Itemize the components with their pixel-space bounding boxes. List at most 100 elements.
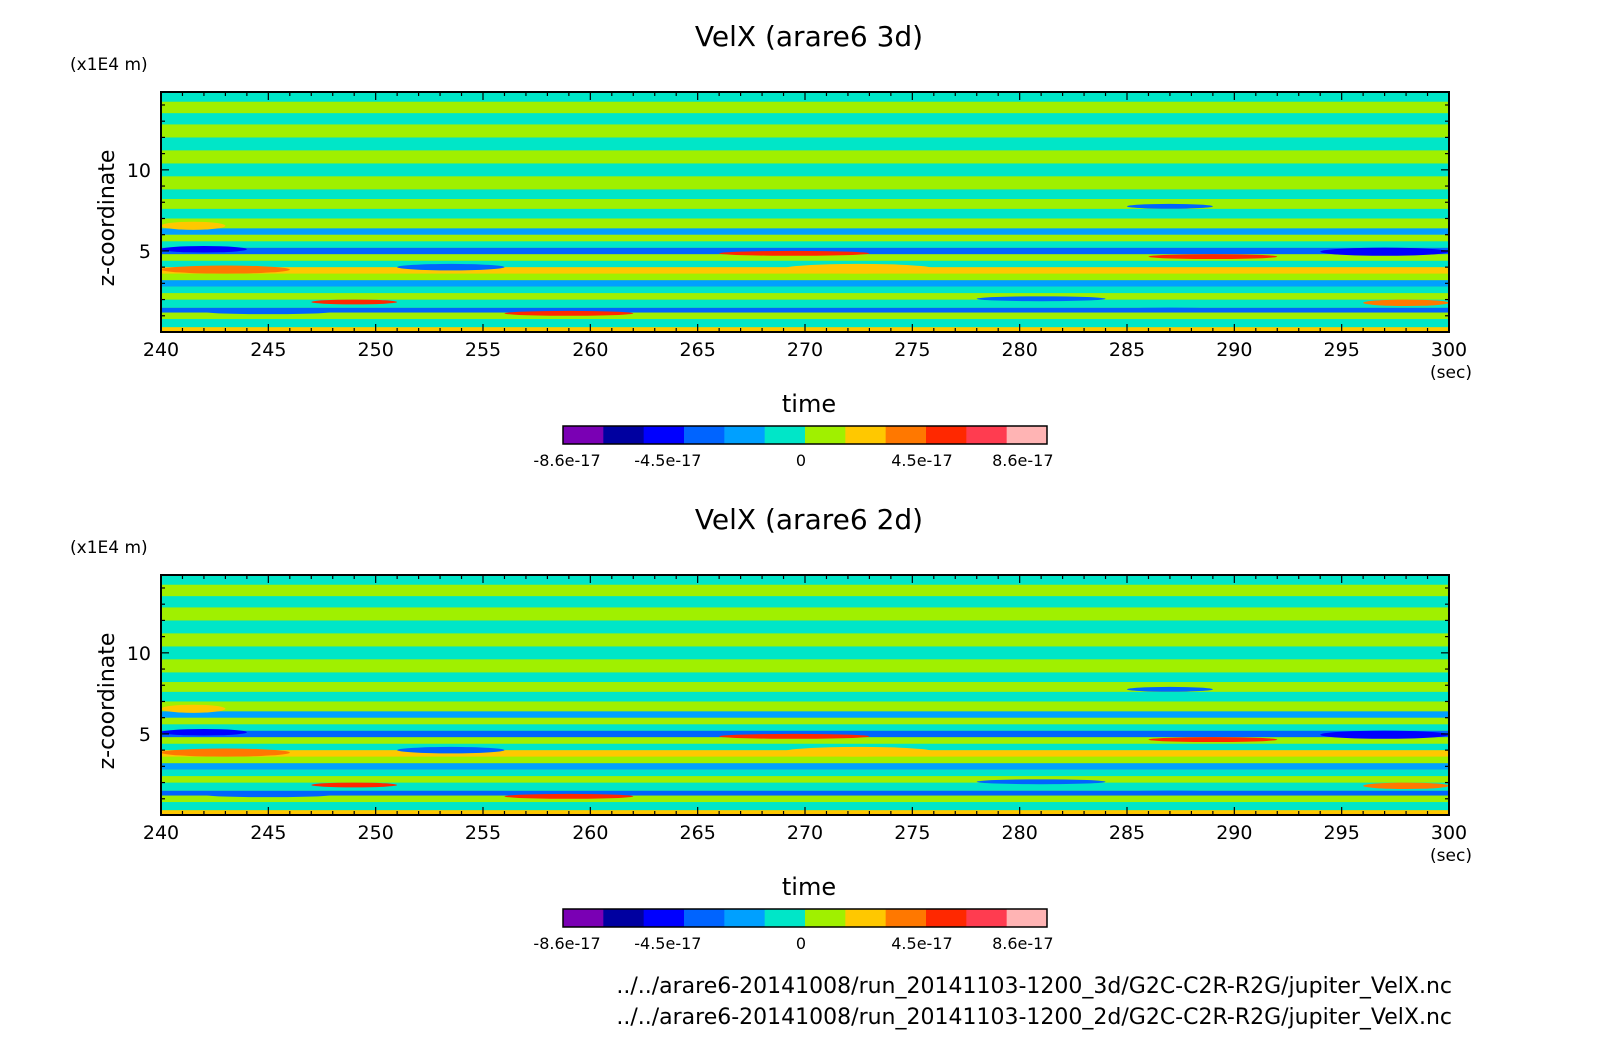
- heatmap-feature: [1148, 737, 1278, 743]
- heatmap-band: [161, 691, 1449, 702]
- heatmap-feature: [161, 221, 226, 230]
- chart-title: VelX (arare6 2d): [695, 503, 923, 536]
- heatmap-feature: [783, 746, 934, 757]
- heatmap-band: [161, 672, 1449, 683]
- colorbar-swatch: [643, 909, 685, 927]
- colorbar-swatch: [563, 426, 604, 444]
- chart-title: VelX (arare6 3d): [695, 20, 923, 53]
- heatmap-band: [161, 286, 1449, 294]
- heatmap-band: [161, 113, 1449, 125]
- heatmap-feature: [1148, 254, 1278, 260]
- x-tick-label: 300: [1431, 339, 1467, 361]
- colorbar-label: -4.5e-17: [634, 451, 701, 470]
- x-axis: 240 245 250 255 260 265 270 275 280 285 290 295 300(…: [143, 575, 1472, 901]
- colorbar-label: 8.6e-17: [992, 451, 1053, 470]
- footer-line-1: ../../arare6-20141008/run_20141103-1200_…: [616, 974, 1452, 999]
- heatmap-band: [161, 124, 1449, 138]
- heatmap-band: [161, 584, 1449, 597]
- x-tick-label: 260: [572, 339, 608, 361]
- heatmap-band: [161, 312, 1449, 320]
- heatmap-feature: [1105, 790, 1235, 796]
- x-tick-label: 255: [465, 339, 501, 361]
- heatmap-band: [161, 163, 1449, 177]
- colorbar-swatch: [1006, 426, 1048, 444]
- colorbar-swatch: [603, 426, 645, 444]
- heatmap-feature: [203, 792, 333, 798]
- heatmap-bands: [161, 575, 1449, 815]
- colorbar-swatch: [603, 909, 645, 927]
- heatmap-feature: [397, 746, 505, 754]
- x-tick-label: 255: [465, 822, 501, 844]
- heatmap-band: [161, 607, 1449, 621]
- colorbar-swatch: [926, 426, 967, 444]
- colorbar-swatch: [885, 909, 927, 927]
- heatmap-band: [161, 247, 1449, 255]
- colorbar-swatch: [805, 426, 846, 444]
- heatmap-band: [161, 319, 1449, 328]
- heatmap-band: [161, 730, 1449, 738]
- colorbar-label: -8.6e-17: [533, 934, 600, 953]
- y-tick-label: 10: [127, 643, 151, 665]
- heatmap-feature: [783, 263, 934, 274]
- x-tick-label: 265: [680, 822, 716, 844]
- heatmap-band: [161, 776, 1449, 783]
- heatmap-band: [161, 620, 1449, 634]
- heatmap-feature: [1127, 203, 1213, 209]
- heatmap-feature: [719, 250, 870, 256]
- y-axis-label: z-coordinate: [95, 150, 120, 287]
- colorbar-swatch: [805, 909, 846, 927]
- heatmap-band: [161, 756, 1449, 764]
- x-tick-label: 280: [1002, 822, 1038, 844]
- x-tick-label: 285: [1109, 339, 1145, 361]
- x-tick-label: 240: [143, 822, 179, 844]
- heatmap-feature: [1320, 247, 1449, 256]
- heatmap-band: [161, 659, 1449, 673]
- colorbar-swatch: [684, 426, 725, 444]
- x-tick-label: 295: [1324, 822, 1360, 844]
- x-tick-label: 250: [358, 822, 394, 844]
- x-tick-label: 275: [894, 339, 930, 361]
- heatmap-band: [161, 737, 1449, 744]
- x-tick-label: 245: [250, 822, 286, 844]
- heatmap-band: [161, 701, 1449, 712]
- x-tick-label: 240: [143, 339, 179, 361]
- heatmap-feature: [161, 748, 290, 757]
- heatmap-features: [161, 203, 1449, 316]
- heatmap-band: [161, 260, 1449, 268]
- colorbar-swatch: [563, 909, 604, 927]
- x-tick-label: 300: [1431, 822, 1467, 844]
- x-tick-label: 270: [787, 339, 823, 361]
- chart-panel-2: VelX (arare6 2d)(x1E4 m)240 245 250 255 260 2…: [70, 503, 1472, 953]
- footer-line-2: ../../arare6-20141008/run_20141103-1200_…: [616, 1005, 1452, 1030]
- heatmap-feature: [311, 782, 398, 788]
- heatmap-band: [161, 682, 1449, 692]
- heatmap-bands: [161, 92, 1449, 332]
- heatmap-band: [161, 633, 1449, 647]
- x-tick-label: 295: [1324, 339, 1360, 361]
- panels: VelX (arare6 3d)(x1E4 m)240 245 250 255 260 2…: [70, 20, 1472, 953]
- heatmap-band: [161, 280, 1449, 287]
- heatmap-band: [161, 150, 1449, 164]
- colorbar-frame: [562, 425, 1048, 445]
- colorbar: -8.6e-17 -4.5e-17 0 4.5e-17 8.6e-17: [533, 908, 1054, 953]
- heatmap-feature: [976, 779, 1106, 785]
- y-tick-label: 5: [139, 241, 151, 263]
- heatmap-feature: [1127, 686, 1213, 692]
- x-tick-label: 290: [1216, 822, 1252, 844]
- x-tick-label: 285: [1109, 822, 1145, 844]
- colorbar-swatch: [926, 909, 967, 927]
- colorbar-label: 4.5e-17: [891, 451, 952, 470]
- heatmap-feature: [719, 733, 870, 739]
- heatmap-band: [161, 189, 1449, 200]
- heatmap-feature: [976, 296, 1106, 302]
- colorbar-swatch: [724, 909, 766, 927]
- heatmap-feature: [161, 265, 290, 274]
- heatmap-feature: [1320, 730, 1449, 739]
- x-tick-label: 250: [358, 339, 394, 361]
- x-axis-label: time: [782, 873, 836, 901]
- colorbar-swatch: [764, 909, 806, 927]
- heatmap-band: [161, 176, 1449, 190]
- colorbar-swatch: [845, 426, 887, 444]
- colorbar-label: 0: [796, 451, 806, 470]
